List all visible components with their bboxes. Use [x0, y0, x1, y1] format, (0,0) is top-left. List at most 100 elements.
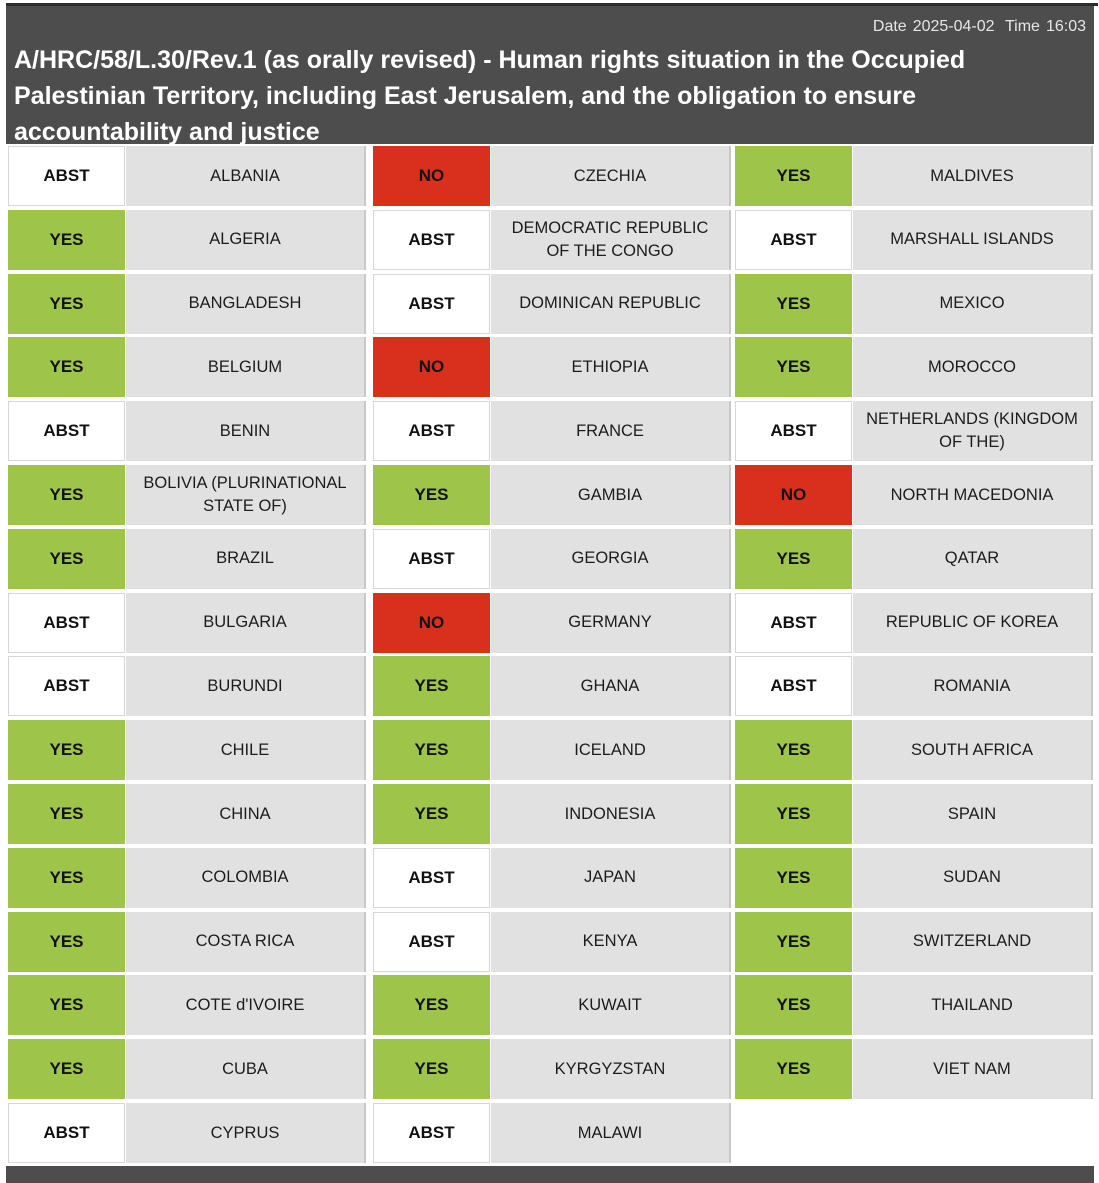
vote-row: YES SWITZERLAND — [735, 911, 1093, 974]
country-name: GAMBIA — [491, 465, 731, 525]
country-name: DEMOCRATIC REPUBLIC OF THE CONGO — [491, 209, 731, 270]
vote-row: YES CUBA — [8, 1039, 366, 1101]
vote-badge: ABST — [373, 401, 490, 462]
vote-badge: YES — [8, 465, 125, 525]
vote-row: YES THAILAND — [735, 975, 1093, 1037]
vote-row: YES GHANA — [373, 656, 731, 718]
country-name: ALGERIA — [126, 209, 366, 270]
vote-badge: NO — [373, 592, 490, 653]
country-name: BANGLADESH — [126, 273, 366, 334]
vote-row: ABST DEMOCRATIC REPUBLIC OF THE CONGO — [373, 209, 731, 272]
country-name: COSTA RICA — [126, 911, 366, 972]
date-time-stamp: Date 2025-04-02 Time 16:03 — [867, 18, 1086, 36]
vote-row: YES COLOMBIA — [8, 847, 366, 910]
vote-badge: ABST — [735, 592, 852, 653]
country-name: GERMANY — [491, 592, 731, 653]
vote-row: YES GAMBIA — [373, 465, 731, 527]
vote-row: YES BRAZIL — [8, 528, 366, 591]
vote-row: YES SUDAN — [735, 847, 1093, 910]
vote-badge: YES — [735, 847, 852, 908]
country-name: BOLIVIA (PLURINATIONAL STATE OF) — [126, 465, 366, 525]
country-name: SWITZERLAND — [853, 911, 1093, 972]
time-value: 16:03 — [1045, 18, 1086, 35]
vote-badge: YES — [8, 911, 125, 972]
vote-row: YES SPAIN — [735, 784, 1093, 846]
vote-badge: YES — [8, 720, 125, 781]
vote-row: NO ETHIOPIA — [373, 337, 731, 399]
date-label: Date — [872, 18, 907, 35]
vote-row: ABST NETHERLANDS (KINGDOM OF THE) — [735, 401, 1093, 463]
country-name: BENIN — [126, 401, 366, 462]
vote-row: YES MOROCCO — [735, 337, 1093, 399]
vote-badge: YES — [373, 465, 490, 525]
vote-badge: ABST — [8, 146, 125, 206]
country-name: ICELAND — [491, 720, 731, 781]
vote-badge: ABST — [373, 528, 490, 589]
country-name: MOROCCO — [853, 337, 1093, 398]
vote-badge: ABST — [735, 401, 852, 462]
vote-badge: YES — [735, 911, 852, 972]
vote-badge: YES — [735, 273, 852, 334]
country-name: ALBANIA — [126, 146, 366, 206]
country-name: COLOMBIA — [126, 847, 366, 908]
country-name: CUBA — [126, 1039, 366, 1100]
vote-badge: ABST — [735, 656, 852, 717]
vote-row: ABST ROMANIA — [735, 656, 1093, 718]
vote-badge: YES — [8, 337, 125, 398]
vote-badge: YES — [8, 847, 125, 908]
vote-badge: YES — [8, 273, 125, 334]
vote-badge: ABST — [373, 847, 490, 908]
vote-row: YES CHINA — [8, 784, 366, 846]
vote-badge: YES — [735, 337, 852, 398]
country-name: INDONESIA — [491, 784, 731, 844]
resolution-title: A/HRC/58/L.30/Rev.1 (as orally revised) … — [14, 46, 966, 146]
country-name: NORTH MACEDONIA — [853, 465, 1093, 525]
country-name: NETHERLANDS (KINGDOM OF THE) — [853, 401, 1093, 462]
country-name: CZECHIA — [491, 146, 731, 206]
resolution-header: Date 2025-04-02 Time 16:03 A/HRC/58/L.30/R… — [6, 6, 1094, 146]
country-name: REPUBLIC OF KOREA — [853, 592, 1093, 653]
country-name: CHINA — [126, 784, 366, 844]
vote-badge: YES — [8, 209, 125, 270]
footer-bar — [6, 1166, 1094, 1183]
vote-badge: YES — [8, 975, 125, 1036]
vote-row: ABST JAPAN — [373, 847, 731, 910]
vote-badge: YES — [735, 1039, 852, 1100]
country-name: BRAZIL — [126, 528, 366, 589]
country-name: DOMINICAN REPUBLIC — [491, 273, 731, 334]
vote-row: YES COSTA RICA — [8, 911, 366, 974]
vote-results-grid: ABST ALBANIA YES ALGERIA YES BANGLADESH YES BEL… — [8, 146, 1093, 1168]
vote-row: NO GERMANY — [373, 592, 731, 655]
vote-badge: ABST — [8, 592, 125, 653]
vote-row: YES ALGERIA — [8, 209, 366, 272]
time-label: Time — [1004, 18, 1040, 35]
vote-row: YES MEXICO — [735, 273, 1093, 336]
vote-row: YES MALDIVES — [735, 146, 1093, 208]
vote-badge: ABST — [373, 1103, 490, 1163]
country-name: MARSHALL ISLANDS — [853, 209, 1093, 270]
country-name: GHANA — [491, 656, 731, 717]
vote-badge: YES — [373, 656, 490, 717]
vote-row: YES COTE d'IVOIRE — [8, 975, 366, 1037]
vote-badge: NO — [735, 465, 852, 525]
vote-row: YES BELGIUM — [8, 337, 366, 399]
vote-badge: NO — [373, 146, 490, 206]
vote-row: ABST REPUBLIC OF KOREA — [735, 592, 1093, 655]
vote-badge: ABST — [735, 209, 852, 270]
vote-row: ABST GEORGIA — [373, 528, 731, 591]
vote-badge: YES — [735, 975, 852, 1036]
country-name: KENYA — [491, 911, 731, 972]
top-border-line — [6, 3, 1098, 6]
vote-badge: YES — [8, 784, 125, 844]
country-name: FRANCE — [491, 401, 731, 462]
vote-row: NO CZECHIA — [373, 146, 731, 208]
vote-row: ABST CYPRUS — [8, 1103, 366, 1165]
vote-badge: YES — [735, 146, 852, 206]
vote-row: ABST BENIN — [8, 401, 366, 463]
vote-row: NO NORTH MACEDONIA — [735, 465, 1093, 527]
country-name: KUWAIT — [491, 975, 731, 1036]
vote-row: YES CHILE — [8, 720, 366, 782]
vote-badge: YES — [735, 528, 852, 589]
vote-row: ABST FRANCE — [373, 401, 731, 463]
vote-badge: YES — [373, 1039, 490, 1100]
